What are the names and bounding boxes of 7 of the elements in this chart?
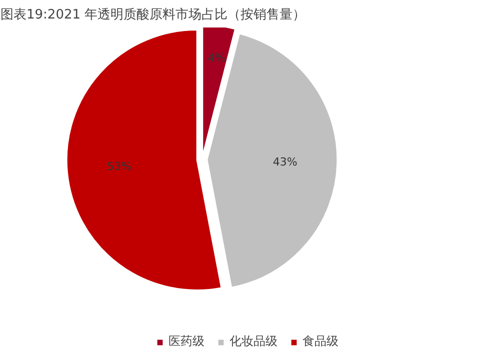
data-label: 53% — [106, 160, 132, 173]
data-label: 43% — [272, 155, 298, 168]
chart-title: 图表19:2021 年透明质酸原料市场占比（按销售量） — [0, 8, 306, 22]
legend-label: 食品级 — [302, 333, 338, 350]
legend-label: 化妆品级 — [230, 333, 278, 350]
data-label: 4% — [208, 52, 226, 65]
legend-label: 医药级 — [168, 333, 204, 350]
